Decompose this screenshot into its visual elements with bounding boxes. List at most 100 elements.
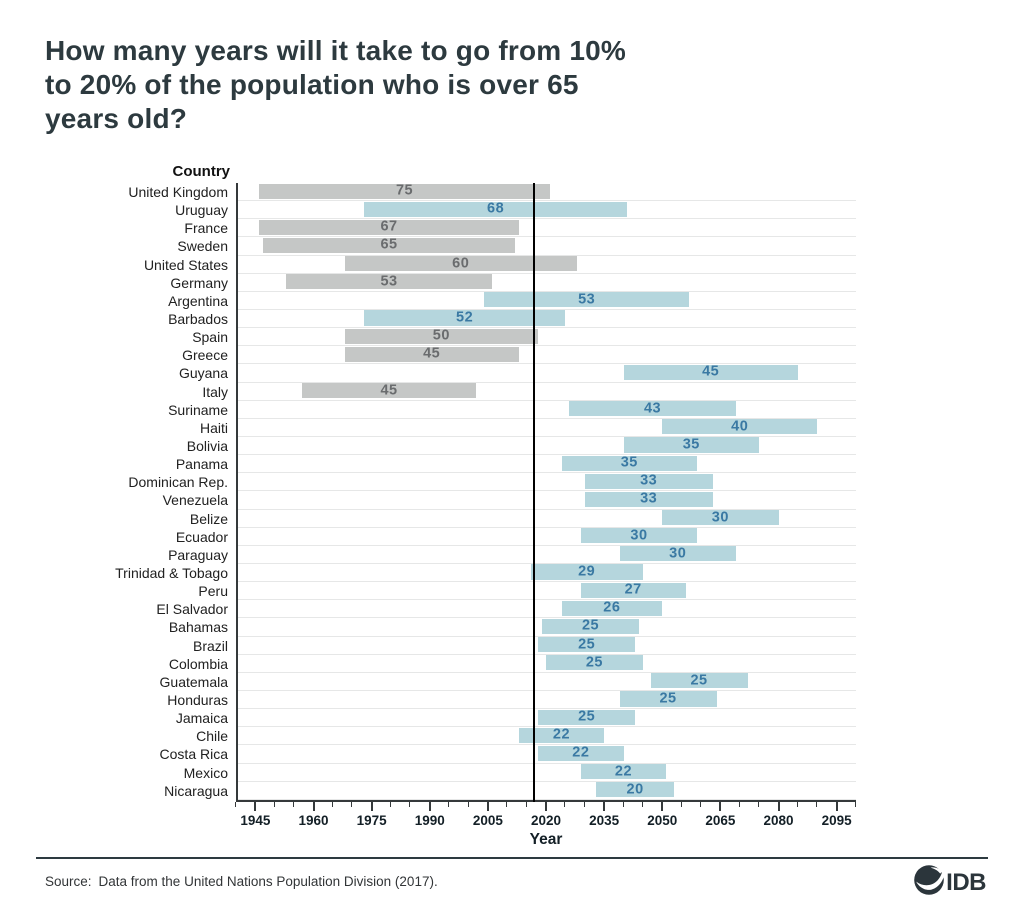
row-plot-area: 40 [236,419,856,437]
x-axis-minor-tick [331,802,333,807]
country-label: Sweden [177,238,228,255]
country-label: Suriname [168,401,228,418]
duration-value: 60 [452,255,470,272]
duration-bar: 29 [530,564,643,580]
country-label: Nicaragua [164,782,228,799]
chart-row: Haiti 40 [40,419,856,437]
chart-row: Guyana 45 [40,364,856,383]
source-text: Source: Data from the United Nations Popu… [45,874,438,889]
x-axis-minor-tick [448,802,450,807]
x-axis-tick-label: 1990 [414,813,445,828]
x-axis-tick-label: 2035 [589,813,620,828]
x-axis-tick-label: 1960 [298,813,329,828]
row-plot-area: 45 [236,382,856,401]
x-axis-minor-tick [816,802,818,807]
duration-bar: 33 [584,472,713,489]
row-plot-area: 27 [236,582,856,601]
duration-bar: 30 [580,527,698,543]
row-plot-area: 26 [236,600,856,619]
duration-bar: 30 [619,546,736,562]
row-plot-area: 25 [236,636,856,655]
country-label: Barbados [168,311,228,328]
country-label: France [184,220,228,237]
row-plot-area: 43 [236,400,856,419]
y-axis-spine [236,183,238,802]
x-axis-minor-tick [564,802,566,807]
duration-bar: 33 [584,491,713,507]
duration-bar: 30 [662,509,779,526]
chart-row: Bolivia 35 [40,437,856,456]
row-plot-area: 22 [236,763,856,782]
country-label: Honduras [167,692,228,708]
country-label: Venezuela [162,492,228,509]
country-label: Costa Rica [159,746,228,763]
duration-bar: 25 [538,636,636,653]
duration-value: 25 [585,654,603,671]
country-label: Italy [202,383,228,400]
chart-row: Chile 22 [40,727,856,746]
duration-bar: 45 [301,382,477,398]
country-label: Bahamas [168,619,228,636]
duration-value: 20 [626,781,644,798]
duration-value: 25 [581,618,600,635]
chart-row: Belize 30 [40,509,856,528]
country-label: Spain [192,329,228,346]
row-plot-area: 25 [236,709,856,728]
duration-value: 43 [643,400,662,417]
duration-value: 40 [731,418,749,435]
chart-row: Dominican Rep. 33 [40,472,856,492]
row-plot-area: 53 [236,273,856,292]
x-axis-major-tick [428,802,431,811]
duration-value: 30 [711,509,729,526]
chart-row: United Kingdom 75 [40,183,856,202]
x-axis-minor-tick [641,802,643,807]
duration-bar: 50 [344,328,539,344]
country-label: Guatemala [159,673,228,690]
duration-bar: 25 [542,618,639,635]
duration-bar: 25 [619,691,717,707]
chart-row: Nicaragua 20 [40,781,856,800]
x-axis-major-tick [603,802,606,811]
row-plot-area: 29 [236,564,856,583]
x-axis-major-tick [777,802,780,811]
country-label: Panama [175,456,228,473]
row-plot-area: 35 [236,437,856,456]
row-plot-area: 33 [236,491,856,510]
row-plot-area: 45 [236,346,856,365]
duration-bar: 43 [569,400,736,417]
duration-value: 25 [578,636,596,653]
x-axis-minor-tick [235,802,236,807]
chart-row: Barbados 52 [40,310,856,329]
duration-value: 22 [614,763,633,780]
duration-bar: 45 [623,364,798,380]
x-axis-major-tick [545,802,547,811]
country-label: Chile [196,728,228,745]
chart-row: France 67 [40,219,856,238]
idb-logo-text: IDB [946,868,986,896]
x-axis-minor-tick [293,802,295,807]
row-plot-area: 30 [236,527,856,546]
chart-row: Greece 45 [40,346,856,365]
x-axis-major-tick [661,802,664,811]
chart-row: Suriname 43 [40,400,856,419]
row-plot-area: 33 [236,472,856,492]
country-label: Ecuador [175,528,228,545]
chart-row: Panama 35 [40,455,856,474]
x-axis-minor-tick [680,802,682,807]
duration-bar: 25 [546,654,643,671]
duration-bar: 26 [561,600,663,616]
duration-bar: 20 [596,781,674,798]
chart-row: Sweden 65 [40,237,856,256]
duration-bar: 65 [263,237,515,253]
x-axis-major-tick [719,802,722,811]
duration-value: 33 [640,472,658,489]
country-label: United Kingdom [128,184,228,201]
chart-row: Colombia 25 [40,654,856,673]
duration-bar: 22 [518,727,605,743]
duration-bar: 68 [363,201,628,217]
chart-row: Honduras 25 [40,691,856,710]
chart-row: Mexico 22 [40,763,856,782]
chart-row: Guatemala 25 [40,673,856,691]
x-axis-minor-tick [409,802,411,807]
